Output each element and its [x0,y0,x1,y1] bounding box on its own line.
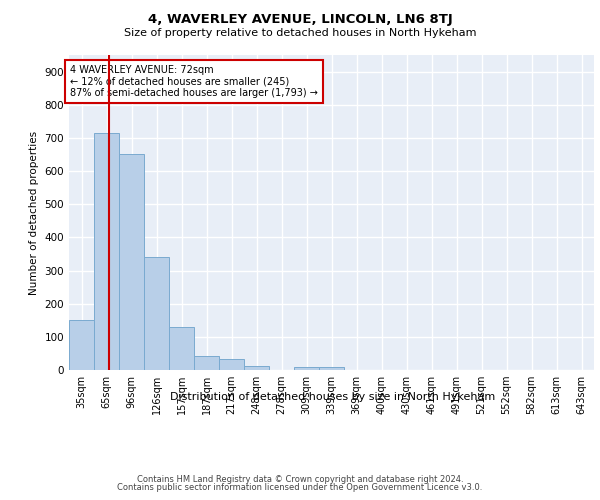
Text: Distribution of detached houses by size in North Hykeham: Distribution of detached houses by size … [170,392,496,402]
Bar [94,133,119,370]
Text: Size of property relative to detached houses in North Hykeham: Size of property relative to detached ho… [124,28,476,38]
Text: Contains HM Land Registry data © Crown copyright and database right 2024.: Contains HM Land Registry data © Crown c… [137,475,463,484]
Bar [69,320,94,370]
Y-axis label: Number of detached properties: Number of detached properties [29,130,39,294]
Bar [144,258,169,370]
Text: Contains public sector information licensed under the Open Government Licence v3: Contains public sector information licen… [118,483,482,492]
Bar [194,356,219,370]
Bar [169,327,194,370]
Text: 4, WAVERLEY AVENUE, LINCOLN, LN6 8TJ: 4, WAVERLEY AVENUE, LINCOLN, LN6 8TJ [148,12,452,26]
Bar [119,154,144,370]
Bar [294,366,319,370]
Bar [319,366,344,370]
Text: 4 WAVERLEY AVENUE: 72sqm
← 12% of detached houses are smaller (245)
87% of semi-: 4 WAVERLEY AVENUE: 72sqm ← 12% of detach… [70,65,318,98]
Bar [219,360,244,370]
Bar [244,366,269,370]
